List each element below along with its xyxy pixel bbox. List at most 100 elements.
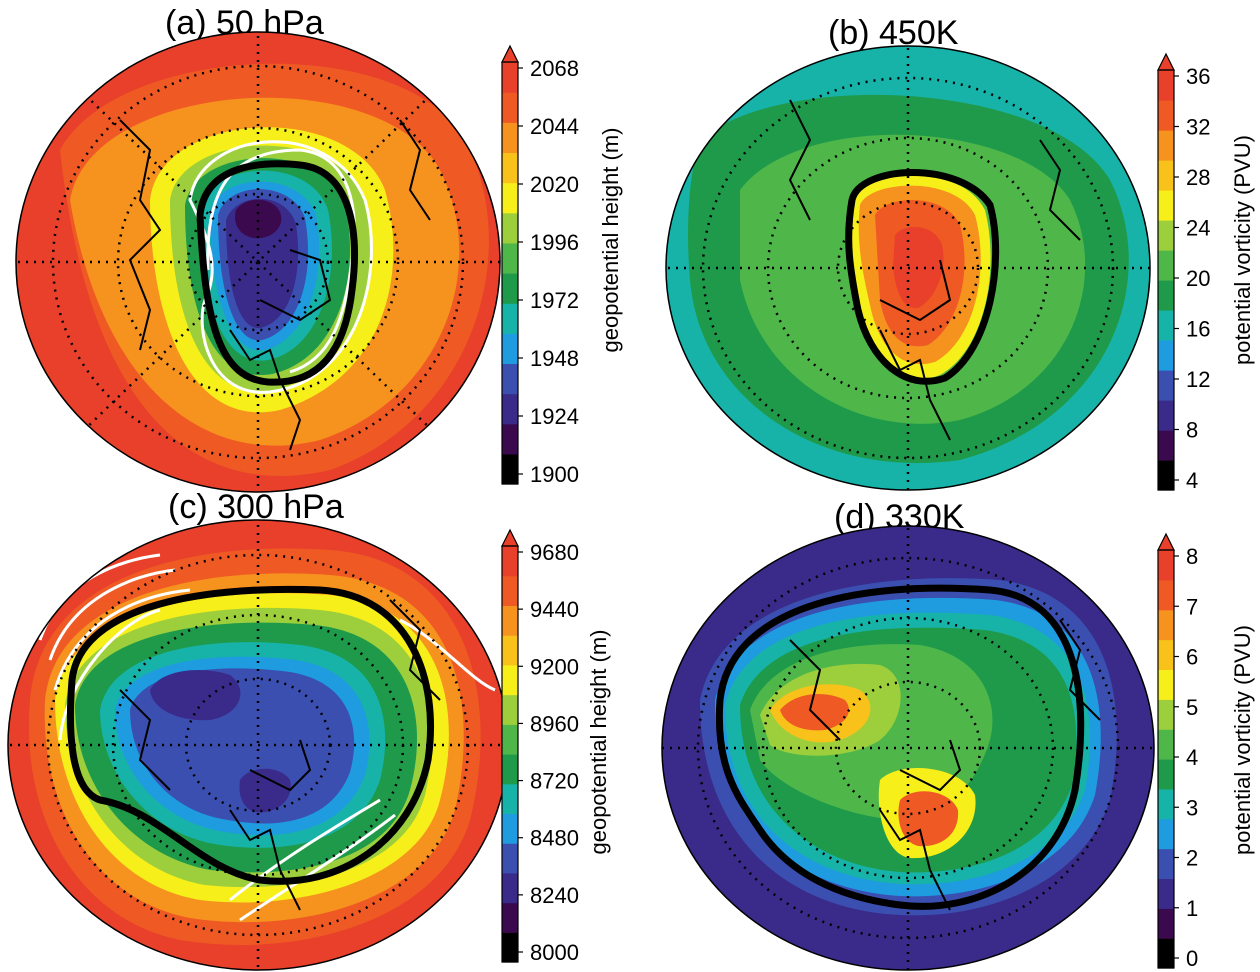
map-c: [8, 520, 508, 970]
colorbar-b-label: potential vorticity (PVU): [1230, 135, 1255, 365]
colorbar-a-swatch: [502, 333, 518, 365]
colorbar-c-swatch: [502, 902, 518, 933]
colorbar-a-swatch: [502, 152, 518, 184]
colorbar-d-tick-label: 7: [1186, 594, 1198, 619]
colorbar-d-tick-label: 3: [1186, 795, 1198, 820]
colorbar-a-tick-label: 1924: [530, 404, 579, 429]
colorbar-c-tick-label: 8480: [530, 826, 579, 851]
colorbar-c-tick-label: 8240: [530, 883, 579, 908]
colorbar-c-swatch: [502, 843, 518, 874]
colorbar-b-swatch: [1158, 430, 1174, 461]
colorbar-d-swatch: [1158, 699, 1174, 730]
colorbar-a-tick-label: 2044: [530, 114, 579, 139]
colorbar-c-tick-label: 9200: [530, 654, 579, 679]
colorbar-c-swatch: [502, 546, 518, 577]
colorbar-c-frame: [501, 545, 519, 963]
colorbar-c-swatch: [502, 783, 518, 815]
colorbar-c-label: geopotential height (m): [586, 629, 611, 854]
colorbar-b-swatch: [1158, 190, 1174, 221]
colorbar-c-extend-arrow: [501, 528, 519, 547]
colorbar-b-tick-label: 4: [1186, 468, 1198, 493]
colorbar-a-tick-label: 1972: [530, 288, 579, 313]
colorbar-c-swatch: [502, 575, 518, 607]
colorbar-b-swatch: [1158, 310, 1174, 341]
colorbar-b-extend-arrow: [1157, 52, 1175, 71]
colorbar-c-swatch: [502, 605, 518, 636]
colorbar-d-swatch: [1158, 938, 1174, 969]
colorbar-d-tick-label: 8: [1186, 544, 1198, 569]
colorbar-b: 36 32 28 24 20 16 12 8 4 potential vorticity (PVU…: [1157, 52, 1255, 493]
colorbar-b-tick-label: 24: [1186, 216, 1210, 241]
colorbar-a: 2068 2044 2020 1996 1972 1948 1924 1900 geopoten…: [501, 44, 623, 487]
colorbar-d-tick-label: 0: [1186, 946, 1198, 971]
colorbar-a-swatch: [502, 303, 518, 334]
colorbar-b-tick-label: 32: [1186, 115, 1210, 140]
colorbar-d-tick-label: 2: [1186, 846, 1198, 871]
colorbar-b-swatch: [1158, 160, 1174, 191]
colorbar-a-swatch: [502, 212, 518, 244]
colorbar-b-tick-label: 28: [1186, 165, 1210, 190]
colorbar-b-tick-label: 16: [1186, 317, 1210, 342]
colorbar-c-swatch: [502, 694, 518, 725]
colorbar-a-swatch: [502, 182, 518, 214]
colorbar-c-tick-label: 8000: [530, 940, 579, 965]
colorbar-c-swatch: [502, 754, 518, 785]
colorbar-b-swatch: [1158, 280, 1174, 311]
colorbar-c-swatch: [502, 872, 518, 904]
colorbar-a-frame: [501, 61, 519, 485]
colorbar-b-swatch: [1158, 220, 1174, 251]
panel-c-title: (c) 300 hPa: [168, 488, 344, 526]
colorbar-d-swatch: [1158, 848, 1174, 880]
colorbar-a-swatch: [502, 423, 518, 455]
colorbar-a-swatch: [502, 242, 518, 274]
colorbar-d-frame: [1157, 549, 1175, 969]
colorbar-d-swatch: [1158, 908, 1174, 939]
colorbar-d-swatch: [1158, 818, 1174, 850]
colorbar-c-tick-label: 8960: [530, 711, 579, 736]
colorbar-a-extend-arrow: [501, 44, 519, 63]
colorbar-d-tick-label: 4: [1186, 745, 1198, 770]
colorbar-d-swatch: [1158, 639, 1174, 671]
colorbar-d-swatch: [1158, 788, 1174, 820]
colorbar-a-tick-label: 1900: [530, 462, 579, 487]
colorbar-b-swatch: [1158, 250, 1174, 281]
map-b: [666, 46, 1150, 490]
colorbar-d-swatch: [1158, 550, 1174, 581]
colorbar-c-swatch: [502, 813, 518, 844]
colorbar-a-swatch: [502, 92, 518, 123]
colorbar-a-swatch: [502, 62, 518, 93]
panel-b-title: (b) 450K: [828, 14, 959, 52]
colorbar-a-swatch: [502, 453, 518, 485]
colorbar-a-swatch: [502, 122, 518, 154]
colorbar-b-swatch: [1158, 460, 1174, 491]
colorbar-b-swatch: [1158, 340, 1174, 371]
colorbar-d-label: potential vorticity (PVU): [1230, 625, 1255, 855]
colorbar-c-swatch: [502, 664, 518, 696]
map-d: [662, 526, 1154, 970]
colorbar-d-tick-label: 1: [1186, 896, 1198, 921]
colorbar-a-tick-label: 2020: [530, 172, 579, 197]
colorbar-a-swatch: [502, 393, 518, 425]
colorbar-b-swatch: [1158, 70, 1174, 101]
colorbar-a-tick-label: 1948: [530, 346, 579, 371]
colorbar-d-swatch: [1158, 759, 1174, 790]
colorbar-b-swatch: [1158, 400, 1174, 431]
colorbar-c-swatch: [502, 932, 518, 963]
colorbar-d-tick-label: 6: [1186, 645, 1198, 670]
colorbar-c-swatch: [502, 635, 518, 666]
colorbar-d: 8 7 6 5 4 3 2 1 0 potential vorticity (PVU): [1157, 532, 1255, 971]
colorbar-c-tick-label: 8720: [530, 769, 579, 794]
colorbar-d-swatch: [1158, 878, 1174, 909]
colorbar-c-tick-label: 9440: [530, 597, 579, 622]
colorbar-b-tick-label: 8: [1186, 418, 1198, 443]
colorbar-c: 9680 9440 9200 8960 8720 8480 8240 8000 geopoten…: [501, 528, 611, 965]
colorbar-b-swatch: [1158, 130, 1174, 161]
colorbar-a-tick-label: 2068: [530, 56, 579, 81]
colorbar-b-tick-label: 12: [1186, 367, 1210, 392]
colorbar-b-swatch: [1158, 370, 1174, 401]
colorbar-d-extend-arrow: [1157, 532, 1175, 551]
colorbar-d-swatch: [1158, 669, 1174, 700]
colorbar-a-label: geopotential height (m): [598, 127, 623, 352]
map-a: [16, 32, 500, 492]
